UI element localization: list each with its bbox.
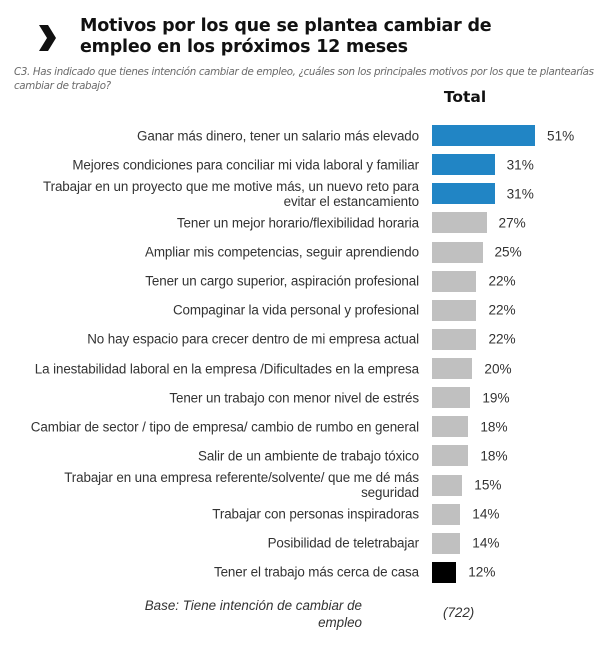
- category-label: La inestabilidad laboral en la empresa /…: [34, 361, 419, 377]
- chart-row: La inestabilidad laboral en la empresa /…: [0, 354, 602, 383]
- category-label: Posibilidad de teletrabajar: [267, 535, 420, 551]
- title-line-1: Motivos por los que se plantea cambiar d…: [80, 16, 492, 36]
- survey-question: C3. Has indicado que tienes intención ca…: [14, 66, 594, 92]
- bar: [432, 299, 477, 321]
- chart-row: Tener un mejor horario/flexibilidad hora…: [0, 208, 602, 237]
- bar: [432, 183, 495, 205]
- category-label: Ganar más dinero, tener un salario más e…: [137, 128, 419, 143]
- page-title: Motivos por los que se plantea cambiar d…: [80, 16, 500, 58]
- bar: [432, 474, 463, 496]
- chart-row: Tener un trabajo con menor nivel de estr…: [0, 383, 602, 412]
- bar: [432, 154, 495, 176]
- base-sample-size: (722): [443, 605, 475, 620]
- column-header-total: Total: [443, 88, 487, 106]
- value-label: 14%: [472, 535, 500, 551]
- value-label: 15%: [474, 477, 502, 493]
- chart-row: Trabajar en una empresa referente/solven…: [0, 470, 602, 501]
- category-label: Mejores condiciones para conciliar mi vi…: [72, 157, 419, 173]
- chart-row: Posibilidad de teletrabajar 14%: [0, 529, 602, 558]
- chart-row: Mejores condiciones para conciliar mi vi…: [0, 150, 602, 179]
- chart-row: Compaginar la vida personal y profesiona…: [0, 296, 602, 325]
- category-label: Trabajar en una empresa referente/solven…: [64, 470, 419, 501]
- category-label: Trabajar en un proyecto que me motive má…: [43, 178, 419, 209]
- value-label: 12%: [468, 564, 496, 580]
- category-label: Salir de un ambiente de trabajo tóxico: [197, 448, 419, 464]
- value-label: 22%: [488, 302, 516, 318]
- value-label: 31%: [506, 157, 534, 173]
- value-label: 27%: [498, 215, 526, 231]
- bar: [432, 532, 461, 554]
- value-label: 25%: [494, 244, 522, 260]
- value-label: 22%: [488, 331, 516, 347]
- chart-row: Tener el trabajo más cerca de casa 12%: [0, 558, 602, 587]
- chart-row: No hay espacio para crecer dentro de mi …: [0, 325, 602, 354]
- value-label: 31%: [506, 186, 534, 202]
- chart-row: Ganar más dinero, tener un salario más e…: [0, 121, 602, 150]
- chart-row: Trabajar en un proyecto que me motive má…: [0, 178, 602, 209]
- value-label: 22%: [488, 273, 516, 289]
- bar: [432, 328, 477, 350]
- category-label: Tener un cargo superior, aspiración prof…: [145, 273, 419, 289]
- bar: [432, 241, 483, 263]
- chart-row: Tener un cargo superior, aspiración prof…: [0, 267, 602, 296]
- value-label: 18%: [480, 448, 508, 464]
- chart-row: Trabajar con personas inspiradoras 14%: [0, 500, 602, 529]
- category-label: Trabajar con personas inspiradoras: [212, 506, 419, 522]
- title-line-2: empleo en los próximos 12 meses: [80, 37, 408, 57]
- chart-row: Ampliar mis competencias, seguir aprendi…: [0, 238, 602, 267]
- chart-row: Cambiar de sector / tipo de empresa/ cam…: [0, 412, 602, 441]
- category-label: Tener el trabajo más cerca de casa: [213, 564, 419, 580]
- bar: [432, 387, 471, 409]
- base-label: Base: Tiene intención de cambiar de empl…: [144, 598, 362, 630]
- bar: [432, 561, 457, 583]
- bar: [432, 212, 487, 234]
- category-label: Ampliar mis competencias, seguir aprendi…: [145, 244, 419, 260]
- chart-row: Salir de un ambiente de trabajo tóxico 18…: [0, 441, 602, 470]
- category-label: No hay espacio para crecer dentro de mi …: [87, 331, 419, 347]
- bar: [432, 416, 469, 438]
- value-label: 14%: [472, 506, 500, 522]
- category-label: Cambiar de sector / tipo de empresa/ cam…: [30, 419, 419, 435]
- bar: [432, 125, 536, 146]
- category-label: Tener un trabajo con menor nivel de estr…: [169, 390, 419, 406]
- bar: [432, 503, 461, 525]
- bar: [432, 270, 477, 292]
- value-label: 19%: [482, 390, 510, 406]
- value-label: 51%: [547, 128, 575, 143]
- category-label: Tener un mejor horario/flexibilidad hora…: [176, 215, 419, 231]
- category-label: Compaginar la vida personal y profesiona…: [172, 302, 419, 318]
- value-label: 20%: [484, 361, 512, 377]
- value-label: 18%: [480, 419, 508, 435]
- bar: [432, 445, 469, 467]
- chevron-right-icon: [39, 25, 56, 51]
- bar: [432, 358, 473, 380]
